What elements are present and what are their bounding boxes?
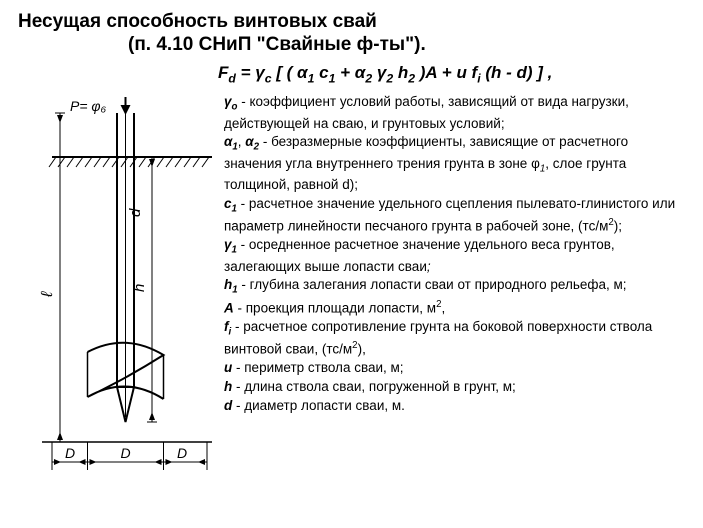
definition-item: fi - расчетное сопротивление грунта на б… xyxy=(224,318,685,358)
page-title: Несущая способность винтовых свай xyxy=(18,10,685,34)
svg-text:D: D xyxy=(121,445,131,461)
definition-item: h - длина ствола сваи, погруженной в гру… xyxy=(224,378,685,396)
definition-item: γ1 - осредненное расчетное значение удел… xyxy=(224,236,685,275)
svg-text:d: d xyxy=(127,208,144,217)
svg-text:P= φ₆: P= φ₆ xyxy=(70,98,107,114)
definition-item: A - проекция площади лопасти, м2, xyxy=(224,299,685,317)
svg-text:D: D xyxy=(177,445,187,461)
definition-item: c1 - расчетное значение удельного сцепле… xyxy=(224,195,685,235)
definition-item: α1, α2 - безразмерные коэффициенты, зави… xyxy=(224,133,685,194)
main-formula: Fd = γc [ ( α1 c1 + α2 γ2 h2 )A + u fi (… xyxy=(218,62,685,87)
svg-text:D: D xyxy=(65,445,75,461)
pile-diagram: P= φ₆ ℓ h d D D D xyxy=(18,93,218,482)
definitions-list: γo - коэффициент условий работы, зависящ… xyxy=(218,93,685,482)
definition-item: d - диаметр лопасти сваи, м. xyxy=(224,397,685,415)
definition-item: h1 - глубина залегания лопасти сваи от п… xyxy=(224,276,685,298)
definition-item: γo - коэффициент условий работы, зависящ… xyxy=(224,93,685,132)
definition-item: u - периметр ствола сваи, м; xyxy=(224,359,685,377)
svg-text:h: h xyxy=(131,284,148,292)
svg-text:ℓ: ℓ xyxy=(39,291,56,298)
page-subtitle: (п. 4.10 СНиП "Свайные ф-ты"). xyxy=(128,34,685,56)
